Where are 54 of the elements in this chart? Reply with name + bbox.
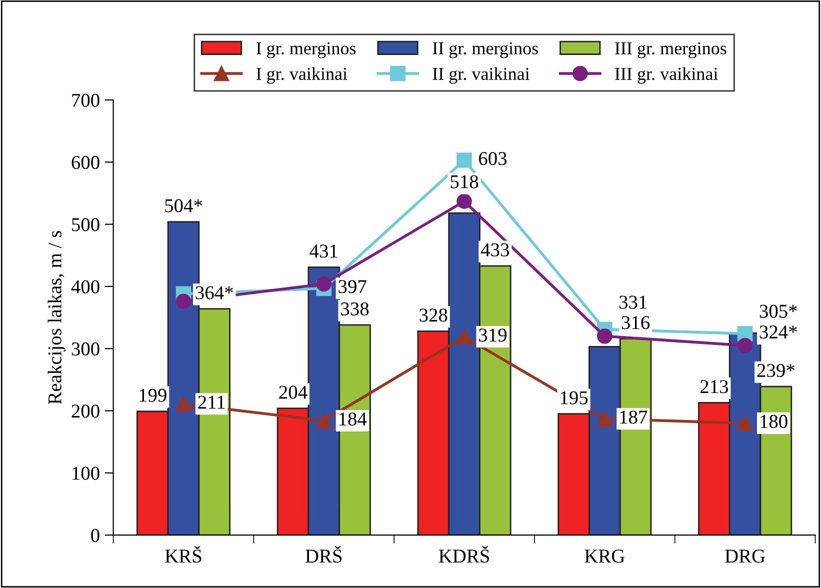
data-label: 328 (420, 308, 448, 322)
x-tick-label: DRŠ (306, 546, 342, 563)
y-tick-label: 300 (72, 342, 100, 356)
data-label: 364* (196, 286, 233, 300)
data-label: 199 (140, 388, 166, 402)
data-label: 305* (760, 304, 797, 318)
point (456, 194, 472, 209)
legend-label: III gr. vaikinai (615, 67, 718, 84)
x-tick-label: KRŠ (165, 546, 202, 563)
y-tick-label: 700 (72, 94, 100, 107)
y-tick-label: 200 (72, 404, 100, 418)
data-label: 433 (480, 243, 509, 256)
data-label: 504* (165, 199, 202, 212)
y-axis-title: Reakcijos laikas, m / s (48, 231, 66, 404)
data-label: 213 (700, 380, 728, 394)
data-label: 338 (341, 302, 369, 316)
data-label: 239* (757, 364, 794, 378)
data-label: 319 (479, 328, 507, 342)
y-tick-label: 600 (72, 156, 100, 170)
point (456, 152, 472, 168)
legend-label: III gr. merginos (615, 42, 726, 58)
x-tick-label: DRG (725, 550, 765, 563)
point (597, 411, 612, 426)
point (456, 329, 472, 344)
y-tick-label: 0 (91, 528, 100, 542)
y-tick-label: 400 (71, 280, 100, 294)
data-label: 211 (198, 396, 225, 409)
data-label: 204 (279, 386, 308, 399)
y-tick-label: 100 (72, 466, 100, 480)
x-tick-label: KRG (584, 550, 625, 563)
data-label: 180 (760, 414, 788, 428)
data-label: 184 (339, 412, 367, 426)
point (316, 413, 332, 428)
point (737, 416, 753, 431)
data-label: 316 (622, 316, 650, 330)
legend-label: II gr. merginos (432, 42, 538, 58)
point (176, 294, 192, 309)
x-tick-label: KDRŠ (438, 546, 490, 563)
legend-label: I gr. vaikinai (256, 67, 348, 84)
point (316, 276, 332, 292)
point (737, 338, 753, 354)
legend-label: I gr. merginos (256, 42, 356, 58)
data-label: 187 (620, 410, 648, 424)
data-label: 603 (479, 152, 507, 166)
data-label: 518 (450, 175, 478, 188)
point (597, 328, 612, 344)
y-tick-label: 500 (72, 218, 100, 232)
data-label: 431 (310, 244, 338, 258)
data-label: 324* (760, 325, 797, 339)
legend-label: II gr. vaikinai (432, 67, 530, 84)
data-label: 195 (560, 391, 588, 404)
point (176, 396, 192, 412)
data-label: 331 (619, 296, 647, 309)
data-label: 397 (338, 280, 366, 294)
